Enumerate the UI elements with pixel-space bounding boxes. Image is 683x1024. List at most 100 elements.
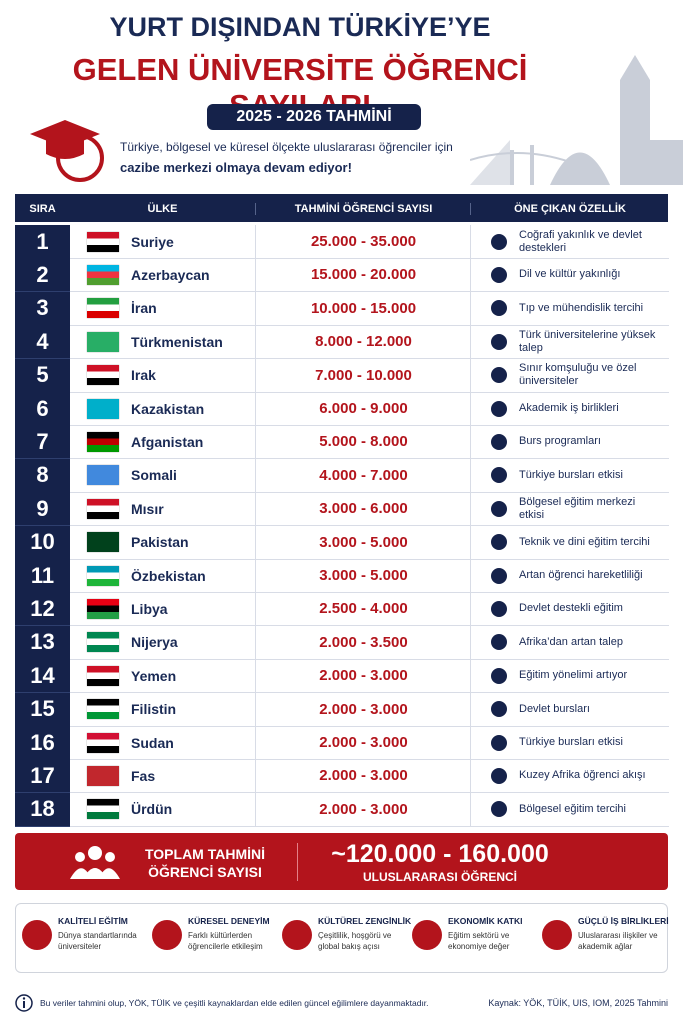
country-name: Sudan xyxy=(131,734,174,751)
features-box xyxy=(15,903,668,973)
feature-text: Devlet destekli eğitim xyxy=(519,602,623,615)
rank: 2 xyxy=(15,258,70,293)
country-cell: Sudan xyxy=(70,726,255,760)
feature-text: Afrika’dan artan talep xyxy=(519,635,623,648)
feature: KALİTELİ EĞİTİM Dünya standartlarında üni… xyxy=(22,910,147,965)
flag xyxy=(87,799,119,820)
flag xyxy=(87,398,119,419)
student-range: 2.000 - 3.000 xyxy=(255,659,471,694)
flag xyxy=(87,665,119,686)
total-label-line: TOPLAM TAHMİNİ xyxy=(144,846,266,862)
feature-icon xyxy=(22,920,52,950)
table-row: 4 Türkmenistan 8.000 - 12.000 Türk üniversi… xyxy=(15,325,669,360)
country-name: Azerbaycan xyxy=(131,266,210,283)
student-range: 2.000 - 3.000 xyxy=(255,726,471,760)
flag xyxy=(87,632,119,653)
feature-cell: Türk üniversitelerine yüksek talep xyxy=(470,325,669,360)
table-row: 6 Kazakistan 6.000 - 9.000 Akademik iş birl… xyxy=(15,392,669,426)
rank: 1 xyxy=(15,225,70,259)
feature-text: Coğrafi yakınlık ve devlet destekleri xyxy=(519,228,642,254)
feature-cell: Sınır komşuluğu ve özel üniversiteler xyxy=(470,358,669,393)
country-cell: Irak xyxy=(70,359,255,393)
feature-icon xyxy=(491,467,507,484)
table-row: 5 Irak 7.000 - 10.000 Sınır komşuluğu ve öz… xyxy=(15,358,669,393)
country-name: Kazakistan xyxy=(131,400,205,417)
feature-cell: Akademik iş birlikleri xyxy=(470,392,669,426)
feature-title: KALİTELİ EĞİTİM xyxy=(58,916,128,926)
country-name: Irak xyxy=(131,367,156,384)
table-row: 15 Filistin 2.000 - 3.000 Devlet bursları xyxy=(15,692,669,727)
flag xyxy=(87,565,119,586)
feature-icon xyxy=(491,634,507,651)
table-row: 8 Somali 4.000 - 7.000 Türkiye bursları etk… xyxy=(15,458,669,493)
feature-desc: Çeşitlilik, hoşgörü ve global bakış açıs… xyxy=(318,931,392,951)
feature-icon xyxy=(491,300,507,317)
student-range: 7.000 - 10.000 xyxy=(255,358,471,393)
column-header: ÖNE ÇIKAN ÖZELLİK xyxy=(470,203,669,215)
feature-title: GÜÇLÜ İŞ BİRLİKLERİ xyxy=(578,916,669,926)
student-range: 2.000 - 3.500 xyxy=(255,625,471,660)
country-name: Türkmenistan xyxy=(131,333,223,350)
rank: 14 xyxy=(15,659,70,694)
country-name: Mısır xyxy=(131,500,164,517)
country-name: Libya xyxy=(131,600,168,617)
total-sub: ULUSLARARASI ÖĞRENCİ xyxy=(362,870,517,884)
country-cell: Suriye xyxy=(70,225,255,259)
student-range: 15.000 - 20.000 xyxy=(255,258,471,293)
student-range: 6.000 - 9.000 xyxy=(255,392,471,426)
student-range: 5.000 - 8.000 xyxy=(255,425,471,460)
feature-cell: Devlet bursları xyxy=(470,692,669,727)
feature-cell: Tıp ve mühendislik tercihi xyxy=(470,291,669,326)
feature-text: Türk üniversitelerine yüksek talep xyxy=(519,328,656,354)
student-range: 25.000 - 35.000 xyxy=(255,225,471,259)
feature-icon xyxy=(491,767,507,784)
student-range: 8.000 - 12.000 xyxy=(255,325,471,360)
feature-icon xyxy=(491,801,507,818)
country-cell: Nijerya xyxy=(70,626,255,660)
total-value: ~120.000 - 160.000 xyxy=(331,840,549,868)
country-name: Özbekistan xyxy=(131,567,206,584)
feature-text: Tıp ve mühendislik tercihi xyxy=(519,301,644,314)
column-header: TAHMİNİ ÖĞRENCİ SAYISI xyxy=(255,203,471,215)
column-header: SIRA xyxy=(29,203,56,215)
country-cell: Somali xyxy=(70,459,255,493)
feature-icon xyxy=(152,920,182,950)
flag xyxy=(87,532,119,553)
student-range: 3.000 - 5.000 xyxy=(255,559,471,593)
feature-icon xyxy=(491,266,507,283)
rank: 6 xyxy=(15,392,70,426)
feature-icon xyxy=(491,233,507,250)
rank: 11 xyxy=(15,559,70,593)
student-range: 4.000 - 7.000 xyxy=(255,458,471,493)
feature-icon xyxy=(491,433,507,450)
country-cell: Filistin xyxy=(70,693,255,727)
column-header: ÜLKE xyxy=(147,203,178,215)
feature-title: EKONOMİK KATKI xyxy=(448,916,523,926)
feature-text: Dil ve kültür yakınlığı xyxy=(519,268,621,281)
feature-text: Kuzey Afrika öğrenci akışı xyxy=(519,769,646,782)
rank: 5 xyxy=(15,358,70,393)
feature-icon xyxy=(542,920,572,950)
table-row: 16 Sudan 2.000 - 3.000 Türkiye bursları etk… xyxy=(15,726,669,760)
feature-icon xyxy=(412,920,442,950)
feature-icon xyxy=(491,701,507,718)
title-line1: YURT DIŞINDAN TÜRKİYE’YE xyxy=(109,12,491,42)
feature-icon xyxy=(491,667,507,684)
feature-icon xyxy=(491,734,507,751)
flag xyxy=(87,365,119,386)
flag xyxy=(87,498,119,519)
table-row: 9 Mısır 3.000 - 6.000 Bölgesel eğitim merke… xyxy=(15,492,669,527)
table-row: 1 Suriye 25.000 - 35.000 Coğrafi yakınlık v… xyxy=(15,225,669,259)
table-row: 11 Özbekistan 3.000 - 5.000 Artan öğrenci h… xyxy=(15,559,669,593)
flag xyxy=(87,431,119,452)
country-name: Filistin xyxy=(131,701,177,718)
student-range: 2.000 - 3.000 xyxy=(255,759,471,794)
total-label: TOPLAM TAHMİNİ ÖĞRENCİ SAYISI xyxy=(130,845,280,881)
feature-desc: Eğitim sektörü ve ekonomiye değer xyxy=(448,931,510,951)
flag xyxy=(87,699,119,720)
feature-cell: Kuzey Afrika öğrenci akışı xyxy=(470,759,669,794)
feature-desc: Farklı kültürlerden öğrencilerle etkileş… xyxy=(188,931,263,951)
country-cell: Libya xyxy=(70,592,255,627)
rank: 13 xyxy=(15,625,70,660)
country-name: Nijerya xyxy=(131,634,178,651)
